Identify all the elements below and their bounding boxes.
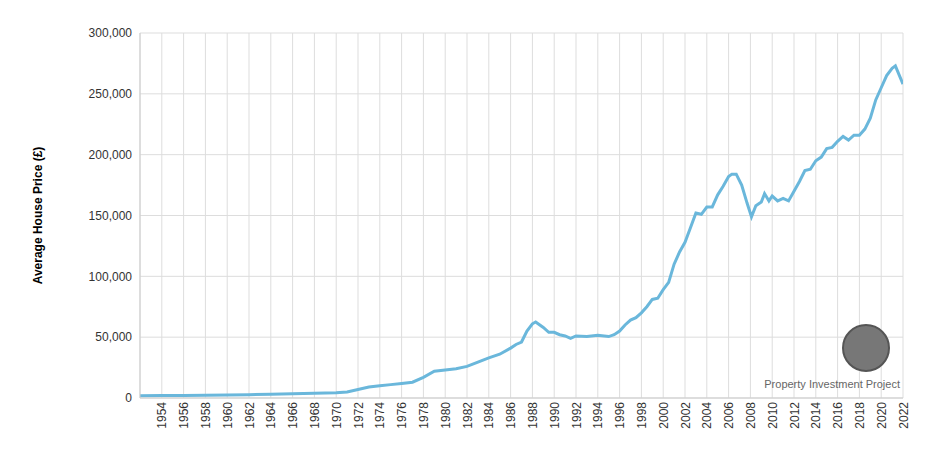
svg-text:1954: 1954	[155, 402, 169, 429]
svg-text:2008: 2008	[744, 402, 758, 429]
svg-text:1964: 1964	[264, 402, 278, 429]
svg-text:1996: 1996	[613, 402, 627, 429]
svg-text:2012: 2012	[788, 402, 802, 429]
svg-text:Average House Price (£): Average House Price (£)	[31, 147, 45, 285]
svg-text:1962: 1962	[243, 402, 257, 429]
svg-text:2006: 2006	[722, 402, 736, 429]
svg-text:150,000: 150,000	[89, 209, 133, 223]
svg-text:1966: 1966	[286, 402, 300, 429]
svg-text:2014: 2014	[809, 402, 823, 429]
svg-text:1988: 1988	[526, 402, 540, 429]
svg-text:200,000: 200,000	[89, 148, 133, 162]
svg-text:1980: 1980	[439, 402, 453, 429]
svg-text:1970: 1970	[330, 402, 344, 429]
svg-text:300,000: 300,000	[89, 26, 133, 40]
svg-text:1968: 1968	[308, 402, 322, 429]
svg-text:2022: 2022	[897, 402, 911, 429]
svg-text:2000: 2000	[657, 402, 671, 429]
svg-text:1976: 1976	[395, 402, 409, 429]
svg-text:2018: 2018	[853, 402, 867, 429]
svg-text:0: 0	[125, 391, 132, 405]
svg-text:1998: 1998	[635, 402, 649, 429]
svg-text:1956: 1956	[177, 402, 191, 429]
html-text:Property Investment Project: Property Investment Project	[764, 378, 900, 390]
svg-text:1982: 1982	[461, 402, 475, 429]
svg-text:1972: 1972	[352, 402, 366, 429]
svg-text:250,000: 250,000	[89, 87, 133, 101]
svg-text:1990: 1990	[548, 402, 562, 429]
svg-text:2010: 2010	[766, 402, 780, 429]
svg-text:2016: 2016	[831, 402, 845, 429]
svg-text:1984: 1984	[482, 402, 496, 429]
svg-text:1978: 1978	[417, 402, 431, 429]
svg-text:50,000: 50,000	[95, 330, 132, 344]
svg-text:1992: 1992	[570, 402, 584, 429]
svg-text:2004: 2004	[700, 402, 714, 429]
svg-text:1958: 1958	[199, 402, 213, 429]
svg-text:100,000: 100,000	[89, 270, 133, 284]
svg-text:1986: 1986	[504, 402, 518, 429]
svg-text:1960: 1960	[221, 402, 235, 429]
svg-text:2020: 2020	[875, 402, 889, 429]
svg-text:1994: 1994	[591, 402, 605, 429]
svg-text:1974: 1974	[373, 402, 387, 429]
svg-text:2002: 2002	[679, 402, 693, 429]
